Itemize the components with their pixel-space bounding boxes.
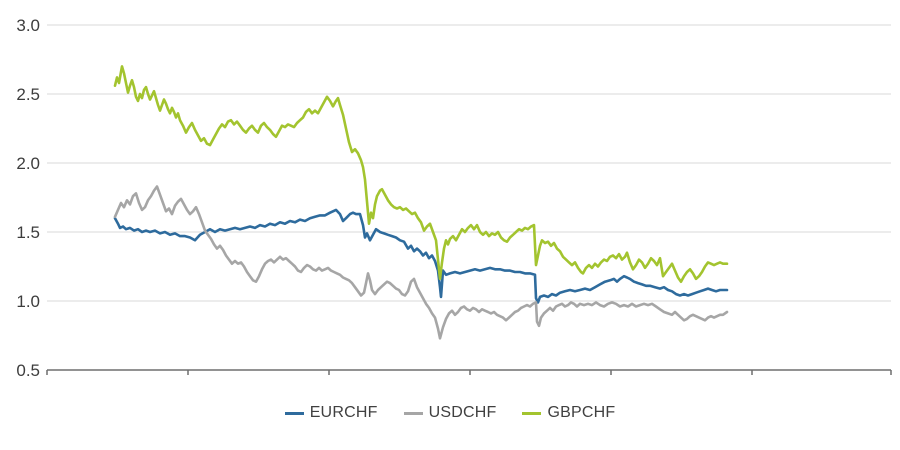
chart-canvas: 3.0 2.5 2.0 1.5 1.0 0.5 [16, 16, 892, 380]
legend-label: USDCHF [428, 404, 497, 421]
legend-item-eurchf: EURCHF [284, 404, 378, 422]
chart-legend: EURCHF USDCHF GBPCHF [0, 404, 900, 422]
legend-item-usdchf: USDCHF [403, 404, 497, 422]
legend-item-gbpchf: GBPCHF [522, 404, 615, 422]
y-axis-label: 1.0 [16, 292, 40, 311]
eurchf-swatch-icon [284, 411, 304, 415]
usdchf-swatch-icon [403, 411, 423, 415]
y-axis-label: 1.5 [16, 223, 40, 242]
y-axis-label: 0.5 [16, 361, 40, 380]
usdchf-line [113, 185, 729, 340]
legend-label: EURCHF [309, 404, 378, 421]
gbpchf-swatch-icon [522, 411, 542, 415]
y-axis-label: 2.0 [16, 154, 40, 173]
y-axis-label: 2.5 [16, 85, 40, 104]
gbpchf-line [113, 65, 729, 284]
eurchf-line [113, 208, 729, 304]
legend-label: GBPCHF [547, 404, 616, 421]
y-axis-label: 3.0 [16, 16, 40, 35]
